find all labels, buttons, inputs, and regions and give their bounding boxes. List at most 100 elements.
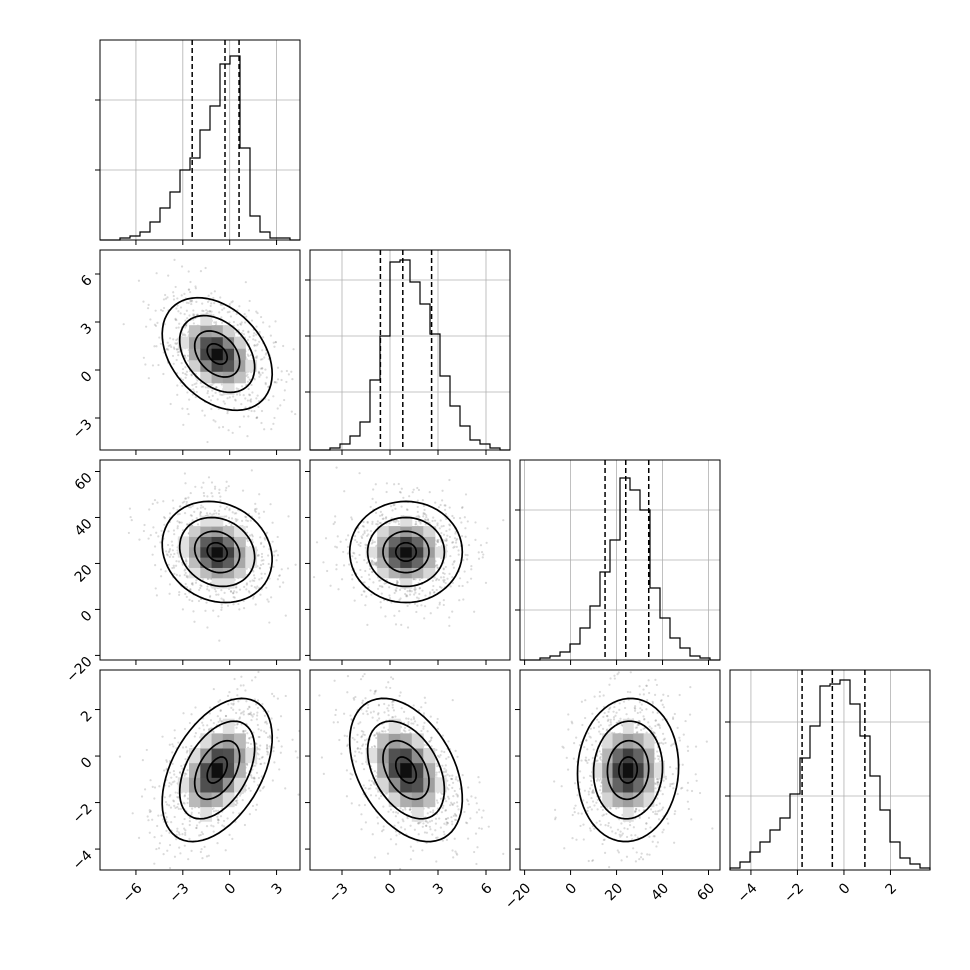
scatter-point <box>451 581 454 584</box>
scatter-point <box>262 321 265 324</box>
scatter-point <box>207 294 210 297</box>
scatter-point <box>361 675 364 678</box>
scatter-point <box>669 783 672 786</box>
scatter-point <box>379 601 382 604</box>
scatter-point <box>346 674 350 678</box>
scatter-point <box>118 755 122 758</box>
scatter-point <box>250 533 254 536</box>
scatter-point <box>406 626 410 629</box>
scatter-point <box>174 317 177 320</box>
scatter-point <box>464 527 467 530</box>
scatter-point <box>422 511 425 515</box>
scatter-point <box>245 374 248 378</box>
scatter-point <box>422 515 425 518</box>
scatter-point <box>206 626 209 629</box>
scatter-point <box>408 495 411 498</box>
scatter-point <box>242 713 245 716</box>
scatter-point <box>595 821 598 824</box>
scatter-point <box>253 378 256 381</box>
scatter-point <box>440 545 443 548</box>
scatter-point <box>178 771 182 774</box>
scatter-point <box>236 518 239 521</box>
scatter-point <box>392 520 395 523</box>
scatter-point <box>201 721 204 724</box>
scatter-point <box>284 614 287 617</box>
scatter-point <box>461 506 464 509</box>
scatter-point <box>377 703 381 706</box>
density-cell <box>200 515 213 527</box>
scatter-point <box>246 519 250 523</box>
scatter-point <box>188 837 191 840</box>
scatter-point <box>172 298 176 301</box>
scatter-point <box>195 826 198 830</box>
scatter-point <box>251 541 255 544</box>
scatter-point <box>395 582 399 585</box>
scatter-point <box>419 821 422 824</box>
scatter-point <box>261 702 264 706</box>
density-cell <box>177 336 190 349</box>
scatter-point <box>362 730 365 733</box>
scatter-point <box>181 563 184 566</box>
scatter-point <box>332 522 335 526</box>
scatter-point <box>658 802 661 805</box>
scatter-point <box>353 599 356 602</box>
scatter-point <box>371 520 374 523</box>
scatter-point <box>360 729 363 733</box>
scatter-point <box>218 491 221 495</box>
scatter-point <box>185 503 188 506</box>
scatter-point <box>366 534 369 538</box>
scatter-point <box>394 623 398 626</box>
scatter-point <box>451 576 454 579</box>
scatter-point <box>213 290 216 293</box>
scatter-point <box>168 549 171 552</box>
density-cell <box>234 348 246 361</box>
scatter-point <box>213 509 216 512</box>
scatter-point <box>183 472 187 475</box>
scatter-point <box>242 730 245 733</box>
scatter-point <box>456 795 459 798</box>
scatter-point <box>172 745 175 748</box>
scatter-point <box>419 520 422 524</box>
scatter-point <box>445 757 448 760</box>
scatter-point <box>413 588 416 591</box>
scatter-point <box>268 577 271 580</box>
scatter-point <box>253 698 256 701</box>
scatter-point <box>272 746 275 749</box>
histogram-1 <box>310 259 510 451</box>
scatter-point <box>404 806 407 809</box>
scatter-point <box>480 550 484 554</box>
scatter-point <box>148 810 151 814</box>
panel-frame <box>99 39 301 241</box>
scatter-point <box>194 287 197 290</box>
scatter-point <box>335 466 338 469</box>
scatter-point <box>257 512 260 515</box>
scatter-point <box>245 525 249 528</box>
scatter-point <box>165 816 168 819</box>
scatter-point <box>195 579 198 582</box>
scatter-point <box>351 578 354 581</box>
scatter-point <box>266 751 270 754</box>
scatter-point <box>175 318 178 322</box>
scatter-point <box>412 722 415 725</box>
scatter-point <box>199 513 202 516</box>
scatter-point <box>210 492 213 495</box>
scatter-point <box>333 679 336 682</box>
scatter-point <box>176 806 179 809</box>
scatter-point <box>274 340 277 344</box>
scatter-point <box>426 730 429 733</box>
scatter-point <box>357 531 360 534</box>
scatter-point <box>356 740 359 744</box>
scatter-point <box>239 322 242 325</box>
scatter-point <box>362 712 365 715</box>
scatter-point <box>266 747 269 750</box>
density-cell <box>400 557 413 568</box>
scatter-point <box>456 779 459 782</box>
scatter-point <box>426 812 429 815</box>
scatter-point <box>399 491 402 494</box>
scatter-point <box>165 829 168 832</box>
scatter-point <box>444 770 448 774</box>
density-cell <box>211 791 224 808</box>
scatter-point <box>208 712 211 715</box>
scatter-point <box>188 721 192 725</box>
density-cell <box>211 546 224 558</box>
